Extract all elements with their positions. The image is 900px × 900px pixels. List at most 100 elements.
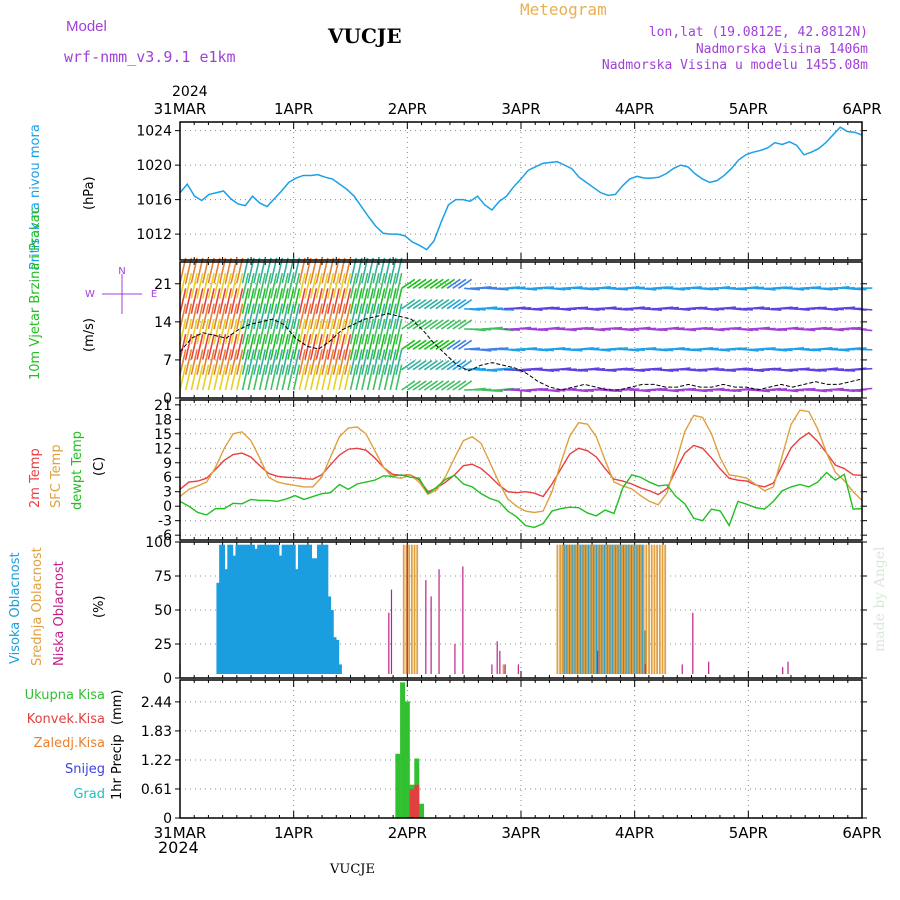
- y-tick-label: 25: [154, 637, 172, 653]
- wind-arrow: [355, 303, 363, 330]
- wind-arrow: [264, 364, 272, 391]
- wind-arrow: [435, 298, 450, 310]
- low_cloud-bar: [496, 641, 498, 674]
- wind-arrow: [179, 318, 187, 345]
- wind-arrow: [270, 333, 278, 360]
- wind-arrow: [389, 303, 397, 330]
- wind-arrow: [184, 364, 193, 391]
- wind-arrow: [435, 359, 450, 371]
- wind-arrow: [383, 333, 392, 360]
- high_cloud-bar: [289, 544, 294, 674]
- wind-arrow: [213, 272, 221, 299]
- year-top: 2024: [172, 84, 208, 100]
- high_cloud-bar: [322, 544, 326, 674]
- wind-arrow: [247, 364, 255, 391]
- wind-arrow: [304, 272, 312, 299]
- mid_cloud-bar: [408, 544, 411, 674]
- mid_cloud-bar: [648, 544, 650, 674]
- mid_cloud-bar: [596, 544, 599, 674]
- wind-arrow: [292, 303, 301, 330]
- wind-arrow: [298, 333, 306, 360]
- y-tick-label: 75: [154, 569, 172, 585]
- wind-arrow: [264, 318, 272, 345]
- wind-arrow: [224, 272, 232, 299]
- high_cloud-bar: [295, 569, 299, 674]
- wind-arrow: [315, 288, 323, 314]
- y-tick-label: 2.44: [141, 695, 172, 711]
- wind-arrow: [372, 364, 380, 391]
- dewpt-line: [179, 471, 863, 529]
- high_cloud-bar: [243, 544, 247, 674]
- wind-arrow: [326, 288, 335, 314]
- wind-arrow: [298, 318, 306, 345]
- wind-arrow: [332, 288, 340, 314]
- wind-arrow: [304, 349, 312, 375]
- mid_cloud-bar: [567, 544, 570, 674]
- wind-arrow: [440, 339, 456, 350]
- mid_cloud-bar: [650, 544, 653, 674]
- model-elevation-label: Nadmorska Visina u modelu 1455.08m: [601, 58, 868, 73]
- wind-arrow: [372, 272, 380, 299]
- wind-arrow: [281, 272, 289, 299]
- wind-arrow: [406, 339, 421, 350]
- model-name: wrf-nmm_v3.9.1 e1km: [64, 48, 236, 66]
- wind-arrow: [230, 333, 238, 360]
- precip-bar: [404, 701, 410, 818]
- wind-arrow: [458, 278, 473, 289]
- wind-arrow: [406, 298, 421, 310]
- wind-arrow: [190, 333, 198, 360]
- wind-arrow: [401, 359, 416, 371]
- high_cloud-bar: [325, 544, 329, 674]
- x-tick-label-top: 3APR: [501, 100, 540, 118]
- mid_cloud-bar: [623, 544, 626, 674]
- wind-arrow: [361, 349, 369, 375]
- wind-arrow: [224, 303, 232, 330]
- wind-arrow: [452, 298, 467, 310]
- mid_cloud-bar: [575, 544, 578, 674]
- wind-arrow: [219, 349, 227, 375]
- wind-arrow: [207, 318, 215, 345]
- wind-arrow: [435, 278, 450, 289]
- high_cloud-bar: [246, 544, 250, 674]
- wind-arrow: [326, 349, 335, 375]
- wind-arrow: [412, 278, 427, 289]
- temp2m-line: [179, 431, 863, 498]
- wind-arrow: [349, 333, 357, 360]
- wind-arrow: [230, 349, 238, 375]
- y-tick-label: 6: [163, 470, 172, 486]
- wind-arrow: [298, 349, 306, 375]
- low_cloud-bar: [517, 664, 519, 674]
- wind-arrow: [458, 339, 473, 350]
- wind-arrow: [236, 364, 244, 391]
- low-cloud-label: Niska Oblacnost: [52, 561, 67, 666]
- wind-arrow: [418, 380, 433, 391]
- mid_cloud-bar: [402, 544, 405, 674]
- mid_cloud-bar: [634, 544, 637, 674]
- y-tick-label: 7: [163, 353, 172, 369]
- wind-arrow: [309, 272, 318, 299]
- wind-arrow: [196, 288, 204, 314]
- wind-arrow: [440, 278, 456, 289]
- mid_cloud-bar: [586, 544, 588, 674]
- wind-arrow: [213, 288, 221, 314]
- mid_cloud-bar: [637, 544, 640, 674]
- wind-arrow: [446, 278, 461, 289]
- legend-frozen-rain: Zaledj.Kisa: [33, 736, 105, 751]
- wind-arrow: [440, 380, 456, 391]
- wind-arrow: [423, 278, 439, 289]
- y-tick-label: 12: [154, 441, 172, 457]
- high_cloud-bar: [230, 544, 234, 674]
- mid_cloud-bar: [621, 544, 623, 674]
- wind-arrow: [856, 367, 873, 371]
- high_cloud-bar: [262, 544, 266, 674]
- wind-arrow: [366, 349, 375, 375]
- wind-arrow: [292, 272, 301, 299]
- wind-arrow: [344, 364, 352, 391]
- wind-arrow: [241, 318, 249, 345]
- mid_cloud-bar: [613, 544, 615, 674]
- wind-arrow: [458, 359, 473, 371]
- wind-arrow: [213, 303, 221, 330]
- high_cloud-bar: [637, 544, 641, 674]
- compass-n: N: [118, 266, 125, 277]
- high_cloud-bar: [281, 544, 285, 674]
